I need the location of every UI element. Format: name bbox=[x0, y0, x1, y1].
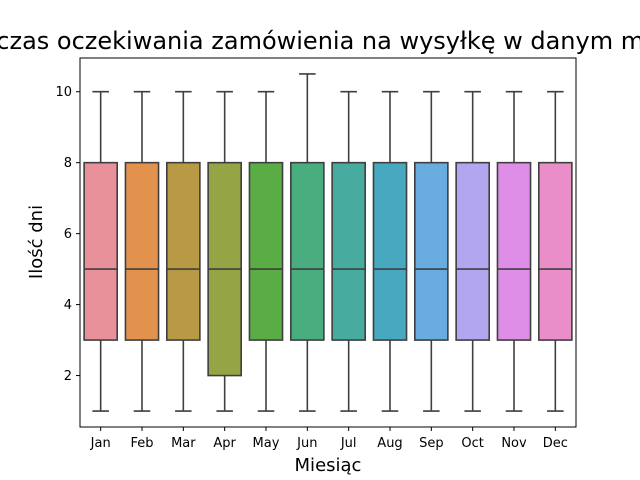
iqr-box bbox=[248, 161, 284, 341]
box-Jul bbox=[331, 90, 366, 412]
box-Aug bbox=[372, 90, 408, 412]
x-tick-label: Jan bbox=[90, 436, 111, 451]
box-Apr bbox=[207, 90, 242, 412]
plot-marks bbox=[83, 73, 573, 412]
box-Oct bbox=[455, 90, 490, 412]
box-Dec bbox=[537, 90, 573, 412]
iqr-box bbox=[413, 161, 449, 341]
box-Nov bbox=[496, 90, 532, 412]
box-Mar bbox=[166, 90, 201, 412]
iqr-box bbox=[83, 161, 118, 341]
x-tick-label: Mar bbox=[171, 436, 196, 451]
iqr-box bbox=[331, 161, 366, 341]
box-Feb bbox=[124, 90, 160, 412]
iqr-box bbox=[372, 161, 408, 341]
iqr-box bbox=[166, 161, 201, 341]
x-axis: Jan Feb Mar Apr May Jun Jul Aug Sep Oct Nov Dec bbox=[90, 427, 568, 451]
box-Jun bbox=[289, 73, 325, 412]
iqr-box bbox=[455, 161, 490, 341]
y-axis-label: Ilość dni bbox=[26, 205, 47, 279]
y-tick-label: 8 bbox=[64, 156, 72, 171]
x-tick-label: Aug bbox=[377, 436, 402, 451]
box-Sep bbox=[413, 90, 449, 412]
box-May bbox=[248, 90, 284, 412]
x-tick-label: Jun bbox=[296, 436, 317, 451]
iqr-box bbox=[124, 161, 160, 341]
iqr-box bbox=[289, 161, 325, 341]
y-tick-label: 10 bbox=[55, 85, 72, 100]
iqr-box bbox=[496, 161, 532, 341]
y-tick-label: 2 bbox=[64, 369, 72, 384]
x-tick-label: Jul bbox=[340, 436, 357, 451]
y-tick-label: 4 bbox=[64, 298, 72, 313]
plot-frame bbox=[79, 57, 577, 428]
x-tick-label: Oct bbox=[461, 436, 483, 451]
iqr-box bbox=[537, 161, 573, 341]
x-tick-label: Sep bbox=[419, 436, 444, 451]
x-tick-label: Apr bbox=[213, 436, 236, 451]
x-tick-label: Feb bbox=[130, 436, 153, 451]
x-tick-label: Dec bbox=[543, 436, 568, 451]
x-tick-label: May bbox=[253, 436, 280, 451]
y-axis: 2 4 6 8 10 bbox=[55, 85, 80, 384]
x-axis-label: Miesiąc bbox=[295, 455, 362, 476]
box-Jan bbox=[83, 90, 118, 412]
x-tick-label: Nov bbox=[501, 436, 527, 451]
y-tick-label: 6 bbox=[64, 227, 72, 242]
chart-title: Średni czas oczekiwania zamówienia na wy… bbox=[0, 25, 640, 55]
